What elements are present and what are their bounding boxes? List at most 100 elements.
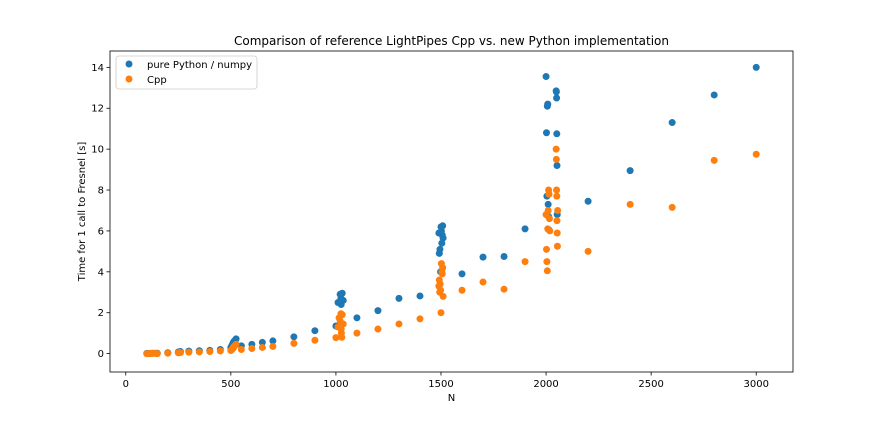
y-tick-label-7: 14 — [91, 63, 104, 74]
y-tick-label-0: 0 — [98, 349, 104, 360]
point-cpp-24 — [269, 342, 277, 350]
point-python-49 — [479, 253, 487, 261]
point-cpp-68 — [553, 186, 561, 194]
point-python-36 — [395, 294, 403, 302]
point-python-62 — [553, 94, 561, 102]
point-cpp-75 — [626, 200, 634, 208]
point-cpp-12 — [206, 348, 214, 356]
point-python-48 — [458, 270, 466, 278]
point-cpp-23 — [258, 343, 266, 351]
point-cpp-50 — [439, 264, 447, 272]
point-cpp-10 — [185, 348, 193, 356]
point-cpp-76 — [668, 203, 676, 211]
point-cpp-13 — [216, 347, 224, 355]
y-tick-label-4: 8 — [98, 186, 104, 197]
point-python-23 — [258, 338, 266, 346]
plot-area — [143, 63, 760, 358]
legend-box — [115, 55, 258, 90]
chart-title: Comparison of reference LightPipes Cpp v… — [234, 34, 669, 48]
point-python-37 — [416, 292, 424, 300]
point-cpp-25 — [290, 339, 298, 347]
point-cpp-54 — [500, 285, 508, 293]
point-python-61 — [552, 88, 560, 96]
legend-marker-cpp — [125, 75, 133, 83]
point-python-57 — [544, 200, 552, 208]
point-cpp-37 — [353, 329, 361, 337]
point-python-26 — [311, 327, 319, 335]
y-tick-label-3: 6 — [98, 226, 104, 237]
point-cpp-22 — [248, 344, 256, 352]
legend-label-cpp: Cpp — [147, 75, 167, 86]
point-cpp-59 — [543, 267, 551, 275]
y-tick-label-1: 2 — [98, 308, 104, 319]
point-cpp-26 — [311, 336, 319, 344]
point-cpp-53 — [479, 278, 487, 286]
point-cpp-51 — [439, 292, 447, 300]
point-cpp-74 — [584, 247, 592, 255]
y-tick-label-5: 10 — [91, 145, 104, 156]
point-python-53 — [542, 129, 550, 137]
point-cpp-71 — [553, 229, 561, 237]
point-cpp-46 — [437, 309, 445, 317]
point-python-35 — [374, 307, 382, 315]
x-tick-label-2: 1000 — [323, 379, 348, 390]
x-axis: 0 500 1000 1500 2000 2500 3000 — [123, 372, 769, 390]
legend-label-python: pure Python / numpy — [147, 60, 252, 71]
point-cpp-61 — [544, 206, 552, 214]
point-cpp-66 — [552, 145, 560, 153]
point-python-64 — [553, 162, 561, 169]
y-tick-label-6: 12 — [91, 104, 104, 115]
x-tick-label-0: 0 — [123, 379, 129, 390]
point-cpp-70 — [553, 217, 561, 225]
y-axis-label: Time for 1 call to Fresnel [s] — [77, 142, 88, 283]
point-cpp-21 — [237, 346, 245, 354]
point-python-50 — [500, 252, 508, 260]
x-tick-label-3: 1500 — [428, 379, 453, 390]
point-cpp-69 — [553, 192, 561, 200]
y-axis: 0 2 4 6 8 10 12 14 — [91, 63, 110, 360]
legend: pure Python / numpy Cpp — [115, 55, 258, 90]
point-python-47 — [439, 234, 447, 242]
point-cpp-39 — [395, 320, 403, 328]
point-python-67 — [626, 167, 634, 175]
point-cpp-35 — [338, 311, 346, 319]
point-python-24 — [269, 337, 277, 345]
point-cpp-40 — [416, 315, 424, 323]
point-cpp-58 — [543, 258, 551, 266]
point-cpp-72 — [553, 242, 561, 250]
x-axis-label: N — [448, 393, 455, 404]
point-cpp-77 — [710, 156, 718, 164]
point-python-63 — [553, 130, 561, 138]
point-cpp-73 — [554, 206, 562, 214]
y-tick-label-2: 4 — [98, 267, 104, 278]
point-cpp-45 — [437, 286, 445, 294]
point-python-40 — [436, 245, 444, 253]
point-cpp-20 — [232, 340, 240, 348]
point-cpp-34 — [338, 333, 346, 341]
point-cpp-64 — [545, 215, 553, 223]
point-python-56 — [544, 100, 552, 108]
x-tick-label-4: 2000 — [533, 379, 558, 390]
point-python-66 — [584, 197, 592, 205]
point-python-33 — [339, 296, 347, 304]
x-tick-label-5: 2500 — [638, 379, 663, 390]
point-cpp-36 — [339, 320, 347, 328]
point-cpp-44 — [436, 280, 444, 288]
point-cpp-9 — [176, 349, 184, 357]
point-python-52 — [542, 73, 550, 81]
point-python-34 — [353, 314, 361, 322]
point-python-69 — [710, 91, 718, 99]
point-cpp-38 — [374, 325, 382, 333]
point-python-32 — [338, 289, 346, 297]
point-python-25 — [290, 333, 298, 341]
point-cpp-55 — [521, 258, 529, 266]
x-tick-label-6: 3000 — [743, 379, 768, 390]
legend-marker-python — [125, 60, 133, 68]
point-python-46 — [439, 222, 447, 230]
point-cpp-5 — [153, 350, 161, 358]
point-python-68 — [668, 119, 676, 127]
point-cpp-27 — [332, 334, 340, 342]
point-cpp-78 — [752, 150, 760, 158]
point-cpp-57 — [542, 245, 550, 253]
